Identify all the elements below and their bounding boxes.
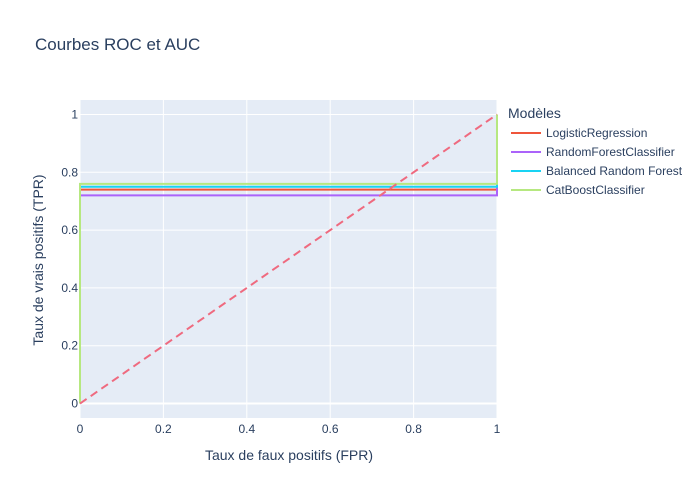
legend-title: Modèles (508, 105, 561, 121)
series-layer (79, 113, 498, 405)
legend-label: CatBoostClassifier (546, 183, 645, 197)
y-tick-label: 0.2 (61, 339, 78, 353)
x-axis-ticks: 0 0.2 0.4 0.6 0.8 1 (77, 422, 501, 436)
y-tick-label: 0.8 (61, 165, 78, 179)
roc-line-catboostclassifier (79, 114, 498, 404)
x-tick-label: 0 (77, 422, 84, 436)
x-tick-label: 0.4 (238, 422, 255, 436)
y-tick-label: 0.4 (61, 281, 78, 295)
y-axis-title: Taux de vrais positifs (TPR) (30, 174, 46, 345)
y-tick-label: 0 (71, 397, 78, 411)
chart-title: Courbes ROC et AUC (35, 35, 200, 54)
x-tick-label: 0.8 (405, 422, 422, 436)
x-tick-label: 0.2 (155, 422, 172, 436)
legend-item[interactable]: Balanced Random Forest (511, 164, 683, 178)
x-tick-label: 1 (494, 422, 501, 436)
legend-item[interactable]: LogisticRegression (511, 126, 647, 140)
grid-lines (79, 100, 498, 418)
legend: Modèles LogisticRegression RandomForestCl… (508, 105, 683, 197)
x-tick-label: 0.6 (322, 422, 339, 436)
y-tick-label: 0.6 (61, 223, 78, 237)
legend-label: RandomForestClassifier (546, 145, 675, 159)
legend-item[interactable]: CatBoostClassifier (511, 183, 645, 197)
legend-item[interactable]: RandomForestClassifier (511, 145, 675, 159)
y-tick-label: 1 (71, 107, 78, 121)
random-baseline-line (79, 113, 498, 405)
x-axis-title: Taux de faux positifs (FPR) (205, 447, 373, 463)
y-axis-ticks: 0 0.2 0.4 0.6 0.8 1 (61, 107, 78, 410)
legend-label: Balanced Random Forest (546, 164, 683, 178)
legend-label: LogisticRegression (546, 126, 647, 140)
